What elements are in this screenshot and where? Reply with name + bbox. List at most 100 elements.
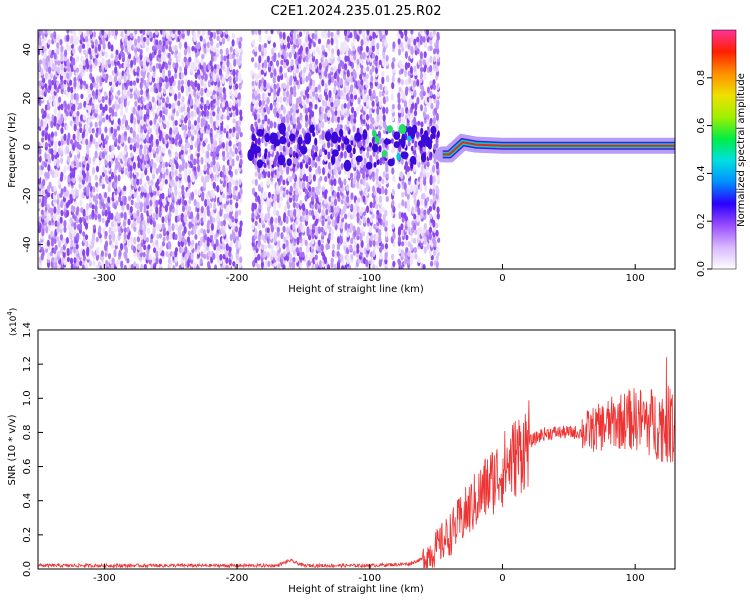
spectrogram-cell [324, 164, 328, 173]
spectrogram-cell [340, 221, 344, 230]
spectrogram-cell [289, 86, 294, 94]
spectrogram-cell [174, 233, 178, 241]
spectrogram-cell [38, 155, 42, 163]
spectrogram-cell [58, 96, 62, 103]
spectrogram-cell [273, 88, 277, 97]
spectrogram-cell [375, 203, 379, 210]
spectrogram-cell [231, 215, 235, 223]
spectrogram-cell [314, 86, 318, 93]
spectrogram-cell [171, 137, 175, 145]
spectrogram-cell [250, 123, 254, 132]
colorbar: 0.00.20.40.60.8 Normalized spectral ampl… [696, 29, 747, 277]
spectrogram-blob [324, 131, 332, 142]
spectrogram-blob [371, 130, 377, 138]
spectrogram-cell [356, 243, 360, 251]
spectrogram-cell [292, 256, 296, 263]
spectrogram-cell [164, 62, 169, 70]
spectrogram-cell [101, 217, 105, 223]
spectrogram-cell [44, 72, 49, 80]
spectrogram-cell [254, 62, 258, 69]
spectrogram-cell [382, 106, 386, 115]
spectrogram-blob [411, 124, 418, 134]
spectrogram-cell [300, 90, 304, 98]
spectrogram-cell [155, 250, 159, 258]
spectrogram-cell [46, 153, 51, 161]
spectrogram-cell [256, 195, 261, 202]
y-tick-label: -20 [22, 188, 33, 204]
spectrogram-cell [255, 101, 259, 108]
spectrogram-cell [171, 223, 175, 232]
spectrogram-cell [254, 46, 258, 53]
spectrogram-cell [385, 95, 389, 103]
spectrogram-cell [64, 49, 68, 57]
spectrogram-cell [405, 234, 409, 241]
spectrogram-cell [277, 75, 281, 83]
spectrogram-cell [222, 219, 226, 227]
spectrogram-cell [120, 109, 124, 117]
spectrogram-cell [210, 31, 214, 38]
spectrogram-cell [371, 100, 375, 107]
spectrogram-cell [343, 241, 347, 247]
spectrogram-cell [267, 118, 271, 125]
spectrogram-cell [362, 67, 366, 74]
spectrogram-cell [75, 55, 80, 63]
spectrogram-cell [352, 225, 356, 233]
spectrogram-cell [136, 56, 140, 63]
spectrogram-cell [400, 223, 404, 231]
spectrogram-cell [200, 156, 204, 165]
spectrogram-cell [143, 263, 147, 269]
spectrogram-cell [161, 114, 166, 121]
spectrogram-cell [145, 237, 149, 243]
spectrogram-cell [129, 171, 133, 179]
spectrogram-cell [75, 120, 79, 127]
spectrogram-cell [403, 100, 408, 108]
spectrogram-cell [133, 226, 137, 232]
spectrogram-cell [146, 39, 150, 46]
spectrogram-blob [338, 128, 344, 137]
spectrogram-cell [216, 35, 220, 41]
spectrogram-cell [318, 260, 322, 269]
spectrogram-cell [133, 261, 137, 267]
spectrogram-cell [120, 124, 125, 131]
spectrogram-cell [169, 232, 173, 241]
spectrogram-cell [127, 90, 131, 96]
spectrogram-cell [61, 121, 65, 128]
spectrogram-cell [260, 69, 264, 75]
spectrogram-cell [153, 162, 157, 169]
spectrogram-cell [63, 165, 67, 173]
spectrogram-cell [426, 243, 430, 250]
spectrogram-cell [146, 133, 150, 142]
spectrogram-blob [273, 132, 278, 142]
spectrogram-cell [104, 230, 108, 237]
spectrogram-cell [362, 51, 366, 60]
spectrogram-cell [155, 206, 159, 215]
spectrogram-cell [101, 30, 105, 36]
spectrogram-cell [216, 64, 220, 70]
x-tick-label: 0 [499, 273, 505, 284]
spectrogram-cell [92, 231, 96, 240]
spectrogram-cell [321, 79, 325, 87]
spectrogram-cell [375, 168, 379, 174]
spectrogram-cell [92, 195, 96, 202]
spectrogram-cell [282, 145, 286, 153]
spectrogram-cell [413, 246, 417, 254]
spectrogram-cell [225, 206, 229, 213]
spectrogram-cell [238, 209, 242, 216]
spectrogram-cell [251, 30, 255, 36]
spectrogram-cell [382, 114, 386, 122]
spectrogram-cell [38, 59, 43, 65]
spectrogram-cell [81, 43, 86, 49]
spectrogram-cell [155, 39, 159, 46]
spectrogram-cell [146, 117, 150, 125]
spectrogram-cell [53, 31, 57, 40]
spectrogram-cell [161, 45, 165, 53]
spectrogram-cell [111, 60, 115, 67]
spectrogram-cell [60, 45, 64, 52]
spectrogram-cell [258, 172, 262, 180]
spectrogram-cell [269, 159, 274, 166]
spectrogram-cell [88, 105, 92, 114]
spectrogram-cell [314, 254, 318, 261]
spectrogram-cell [159, 244, 163, 251]
spectrogram-cell [221, 141, 225, 149]
spectrogram-cell [72, 47, 76, 55]
